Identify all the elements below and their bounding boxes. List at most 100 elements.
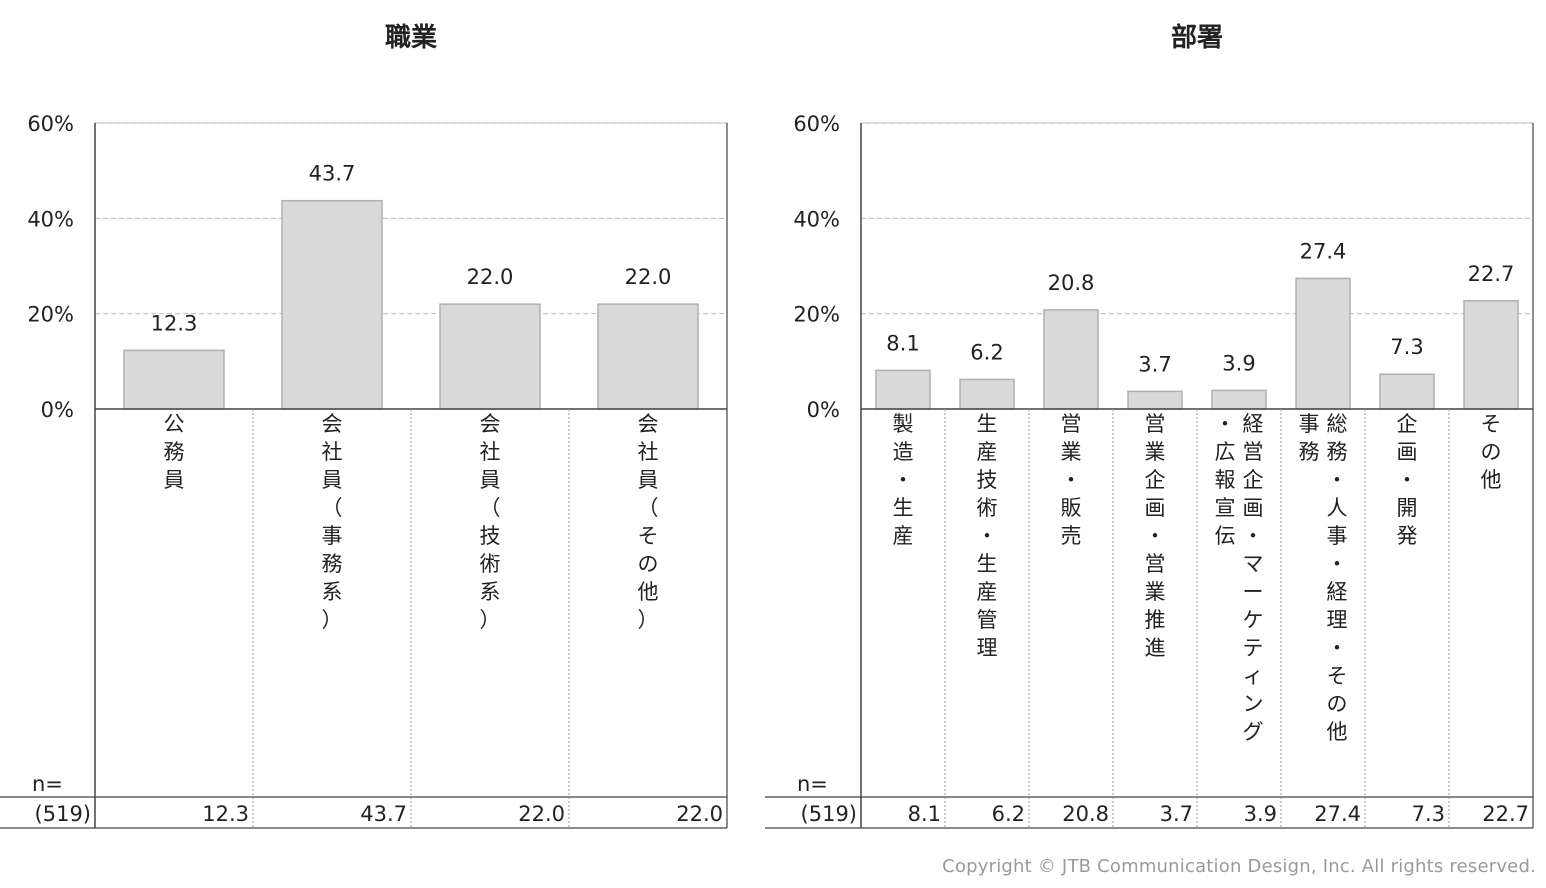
category-label-char: ・ [1327, 552, 1348, 576]
category-label-char: 造 [893, 440, 914, 464]
n-value: (519) [35, 802, 91, 826]
category-label-char: 営 [1145, 552, 1166, 576]
category-label-char: の [1327, 692, 1348, 716]
chart-title: 職業 [385, 23, 437, 53]
category-label-char: テ [1243, 636, 1264, 660]
y-tick-label: 0% [41, 398, 74, 422]
category-label-char: ・ [1327, 468, 1348, 492]
category-label-char: そ [638, 524, 659, 548]
category-label-char: 務 [164, 440, 185, 464]
category-label-char: ・ [1215, 412, 1236, 436]
category-label-char: 理 [1327, 608, 1348, 632]
category-label-char: 営 [1061, 412, 1082, 436]
category-label-char: 員 [164, 468, 185, 492]
n-header: n= [32, 772, 63, 796]
category-label-char: 広 [1215, 440, 1236, 464]
category-label-char: 理 [977, 636, 998, 660]
category-label-char: 製 [893, 412, 914, 436]
data-label: 22.7 [1468, 262, 1515, 286]
category-label-char: 社 [322, 440, 343, 464]
y-tick-label: 60% [793, 112, 840, 136]
category-label-char: 産 [977, 440, 998, 464]
plot-frame [860, 122, 1534, 410]
category-label-char: ） [638, 608, 659, 632]
category-label-char: 業 [1145, 440, 1166, 464]
category-label-char: ・ [1061, 468, 1082, 492]
category-label-char: 技 [480, 524, 501, 548]
category-label-char: ・ [1327, 636, 1348, 660]
data-label: 8.1 [886, 331, 919, 355]
bar [1211, 389, 1267, 410]
category-label-char: の [638, 552, 659, 576]
category-label-char: （ [638, 496, 659, 520]
y-tick-label: 40% [793, 207, 840, 231]
bar [959, 378, 1015, 410]
chart-title: 部署 [1171, 23, 1223, 53]
table-cell: 6.2 [992, 802, 1025, 826]
table-cell: 3.7 [1160, 802, 1193, 826]
bar [1043, 309, 1099, 410]
category-label-char: 会 [638, 412, 659, 436]
bar [281, 199, 383, 410]
category-label-char: （ [322, 496, 343, 520]
category-label-char: ・ [977, 524, 998, 548]
category-label-char: 宣 [1215, 496, 1236, 520]
category-label-char: 経 [1243, 412, 1264, 436]
table-cell: 20.8 [1062, 802, 1109, 826]
category-label-char: 事 [1299, 412, 1320, 436]
category-label-char: ） [480, 608, 501, 632]
category-label-char: ー [1243, 580, 1264, 604]
category-label-char: ・ [1145, 524, 1166, 548]
category-label-char: 業 [1061, 440, 1082, 464]
category-label-char: 営 [1243, 440, 1264, 464]
category-label-char: 社 [480, 440, 501, 464]
table-cell: 22.7 [1482, 802, 1529, 826]
copyright-footer: Copyright © JTB Communication Design, In… [942, 856, 1536, 877]
category-label-char: 経 [1327, 580, 1348, 604]
data-label: 22.0 [625, 265, 672, 289]
y-tick-label: 0% [807, 398, 840, 422]
category-label-char: 員 [322, 468, 343, 492]
category-label-char: 他 [638, 580, 659, 604]
category-label-char: 事 [1327, 524, 1348, 548]
category-label-char: 画 [1243, 496, 1264, 520]
data-label: 6.2 [970, 340, 1003, 364]
category-label-char: ・ [893, 468, 914, 492]
category-label-char: 産 [893, 524, 914, 548]
data-label: 12.3 [151, 311, 198, 335]
category-label-char: 伝 [1215, 524, 1236, 548]
category-label-char: 公 [164, 412, 185, 436]
n-header: n= [797, 772, 828, 796]
bar [123, 349, 225, 410]
category-label-char: 術 [480, 552, 501, 576]
category-label-char: 企 [1145, 468, 1166, 492]
table-cell: 7.3 [1412, 802, 1445, 826]
category-label-char: 開 [1397, 496, 1418, 520]
category-label-char: 人 [1327, 496, 1348, 520]
category-label-char: 術 [977, 496, 998, 520]
y-tick-label: 20% [793, 303, 840, 327]
table-cell: 22.0 [518, 802, 565, 826]
department-chart: 部署 0% 20% 40% 60% 8.1 6.2 20.8 3.7 3.9 27.4 7.3 22.7… [765, 23, 1534, 829]
category-label-char: ン [1243, 692, 1264, 716]
category-label-char: 他 [1327, 720, 1348, 744]
category-label-char: 会 [480, 412, 501, 436]
category-label-char: 推 [1145, 608, 1166, 632]
data-label: 27.4 [1300, 239, 1347, 263]
category-label-char: 画 [1397, 440, 1418, 464]
table-cell: 8.1 [908, 802, 941, 826]
category-label-char: 画 [1145, 496, 1166, 520]
category-label-char: 管 [977, 608, 998, 632]
category-label-char: 他 [1481, 468, 1502, 492]
category-label-char: 社 [638, 440, 659, 464]
category-label-char: の [1481, 440, 1502, 464]
category-label-char: グ [1243, 720, 1264, 744]
table-cell: 22.0 [676, 802, 723, 826]
category-label-char: そ [1481, 412, 1502, 436]
bar [439, 303, 541, 410]
category-label-char: 生 [977, 552, 998, 576]
y-tick-label: 40% [27, 207, 74, 231]
category-label-char: そ [1327, 664, 1348, 688]
category-label-char: ィ [1243, 664, 1264, 688]
